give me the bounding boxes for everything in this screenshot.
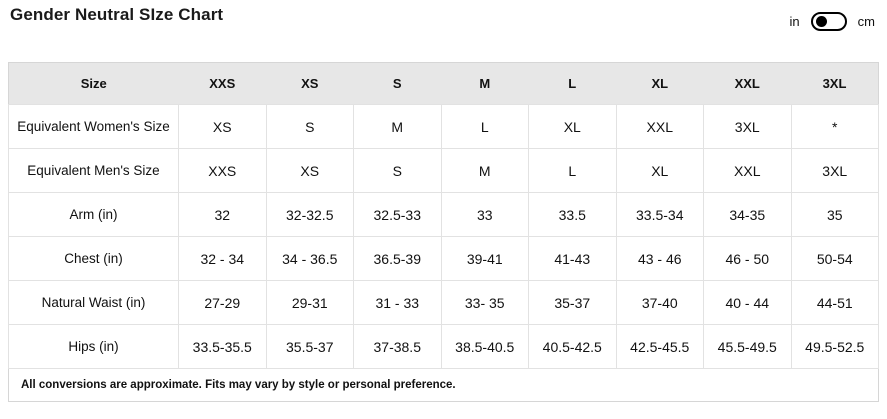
table-cell: 39-41 (440, 236, 529, 281)
table-cell: 33.5-35.5 (178, 324, 267, 369)
row-label: Arm (in) (8, 192, 179, 237)
column-header-size: Size (8, 62, 179, 105)
row-label: Chest (in) (8, 236, 179, 281)
table-cell: 35.5-37 (265, 324, 354, 369)
toggle-knob[interactable] (815, 16, 827, 27)
table-row: Chest (in) 32 - 34 34 - 36.5 36.5-39 39-41 41… (8, 236, 879, 281)
table-cell: XXS (178, 148, 267, 193)
table-cell: 3XL (790, 148, 879, 193)
table-cell: 37-38.5 (353, 324, 442, 369)
table-cell: 50-54 (790, 236, 879, 281)
column-header: L (528, 62, 616, 105)
table-cell: 31 - 33 (353, 280, 442, 325)
table-row: Arm (in) 32 32-32.5 32.5-33 33 33.5 33.5-34 34-… (8, 192, 879, 237)
table-cell: 38.5-40.5 (440, 324, 529, 369)
table-cell: 33.5-34 (615, 192, 704, 237)
table-cell: 44-51 (790, 280, 879, 325)
table-cell: 42.5-45.5 (615, 324, 704, 369)
footnote-text: All conversions are approximate. Fits ma… (8, 368, 879, 402)
table-cell: M (440, 148, 529, 193)
table-cell: 29-31 (265, 280, 354, 325)
unit-label-in[interactable]: in (789, 14, 800, 29)
table-cell: 34 - 36.5 (265, 236, 354, 281)
size-chart-table: Size XXS XS S M L XL XXL 3XL Equivalent Women's … (8, 62, 879, 402)
row-label: Natural Waist (in) (8, 280, 179, 325)
table-cell: 36.5-39 (353, 236, 442, 281)
table-cell: L (440, 104, 529, 149)
table-row: Natural Waist (in) 27-29 29-31 31 - 33 33- 3… (8, 280, 879, 325)
table-cell: 35 (790, 192, 879, 237)
table-cell: 35-37 (528, 280, 617, 325)
table-cell: 32 (178, 192, 267, 237)
table-cell: 40.5-42.5 (528, 324, 617, 369)
column-header: M (441, 62, 529, 105)
table-cell: 32.5-33 (353, 192, 442, 237)
table-cell: 33.5 (528, 192, 617, 237)
table-footer: All conversions are approximate. Fits ma… (8, 368, 879, 402)
table-cell: 41-43 (528, 236, 617, 281)
table-cell: * (790, 104, 879, 149)
table-cell: 32 - 34 (178, 236, 267, 281)
table-cell: S (265, 104, 354, 149)
table-header-row: Size XXS XS S M L XL XXL 3XL (8, 62, 879, 105)
table-cell: 33 (440, 192, 529, 237)
table-cell: 37-40 (615, 280, 704, 325)
row-label: Hips (in) (8, 324, 179, 369)
footnote-row: All conversions are approximate. Fits ma… (8, 368, 879, 402)
column-header: S (353, 62, 441, 105)
table-cell: 3XL (703, 104, 792, 149)
table-cell: XL (615, 148, 704, 193)
table-cell: 46 - 50 (703, 236, 792, 281)
row-label: Equivalent Men's Size (8, 148, 179, 193)
table-row: Equivalent Women's Size XS S M L XL XXL 3XL * (8, 104, 879, 149)
table-cell: 34-35 (703, 192, 792, 237)
column-header: XXS (178, 62, 266, 105)
unit-label-cm[interactable]: cm (857, 14, 875, 29)
column-header: XS (266, 62, 354, 105)
table-row: Equivalent Men's Size XXS XS S M L XL XXL 3XL (8, 148, 879, 193)
unit-toggle-group: in cm (790, 12, 875, 31)
page-title: Gender Neutral SIze Chart (10, 5, 224, 24)
column-header: 3XL (791, 62, 879, 105)
table-cell: 27-29 (178, 280, 267, 325)
table-header: Size XXS XS S M L XL XXL 3XL (8, 62, 879, 105)
table-body: Equivalent Women's Size XS S M L XL XXL 3XL * Equ… (8, 104, 879, 369)
unit-toggle[interactable] (810, 12, 847, 31)
table-cell: L (528, 148, 617, 193)
table-cell: 32-32.5 (265, 192, 354, 237)
table-cell: 33- 35 (440, 280, 529, 325)
table-cell: XS (178, 104, 267, 149)
table-cell: 43 - 46 (615, 236, 704, 281)
column-header: XL (616, 62, 704, 105)
table-row: Hips (in) 33.5-35.5 35.5-37 37-38.5 38.5-40.… (8, 324, 879, 369)
table-cell: 49.5-52.5 (790, 324, 879, 369)
table-cell: XS (265, 148, 354, 193)
table-cell: 45.5-49.5 (703, 324, 792, 369)
table-cell: S (353, 148, 442, 193)
row-label: Equivalent Women's Size (8, 104, 179, 149)
table-cell: M (353, 104, 442, 149)
column-header: XXL (703, 62, 791, 105)
table-cell: 40 - 44 (703, 280, 792, 325)
table-cell: XL (528, 104, 617, 149)
table-cell: XXL (615, 104, 704, 149)
table-cell: XXL (703, 148, 792, 193)
